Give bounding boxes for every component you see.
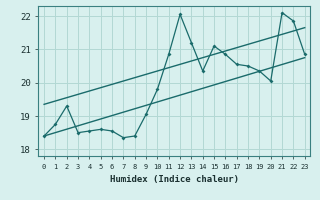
- X-axis label: Humidex (Indice chaleur): Humidex (Indice chaleur): [110, 175, 239, 184]
